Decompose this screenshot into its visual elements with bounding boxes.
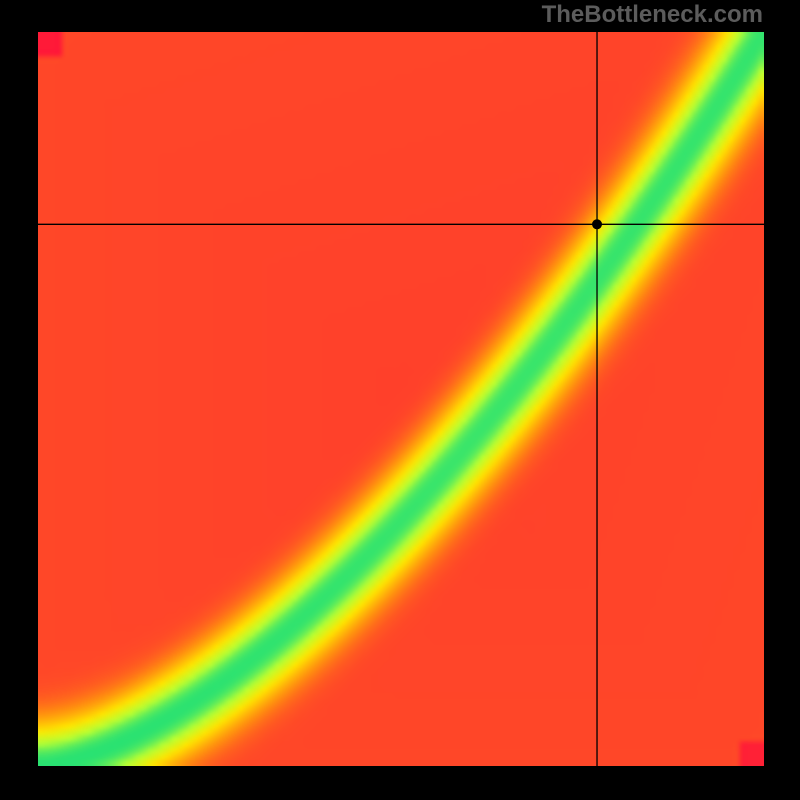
chart-container: TheBottleneck.com xyxy=(0,0,800,800)
bottleneck-heatmap xyxy=(38,32,764,766)
watermark-label: TheBottleneck.com xyxy=(542,1,763,29)
